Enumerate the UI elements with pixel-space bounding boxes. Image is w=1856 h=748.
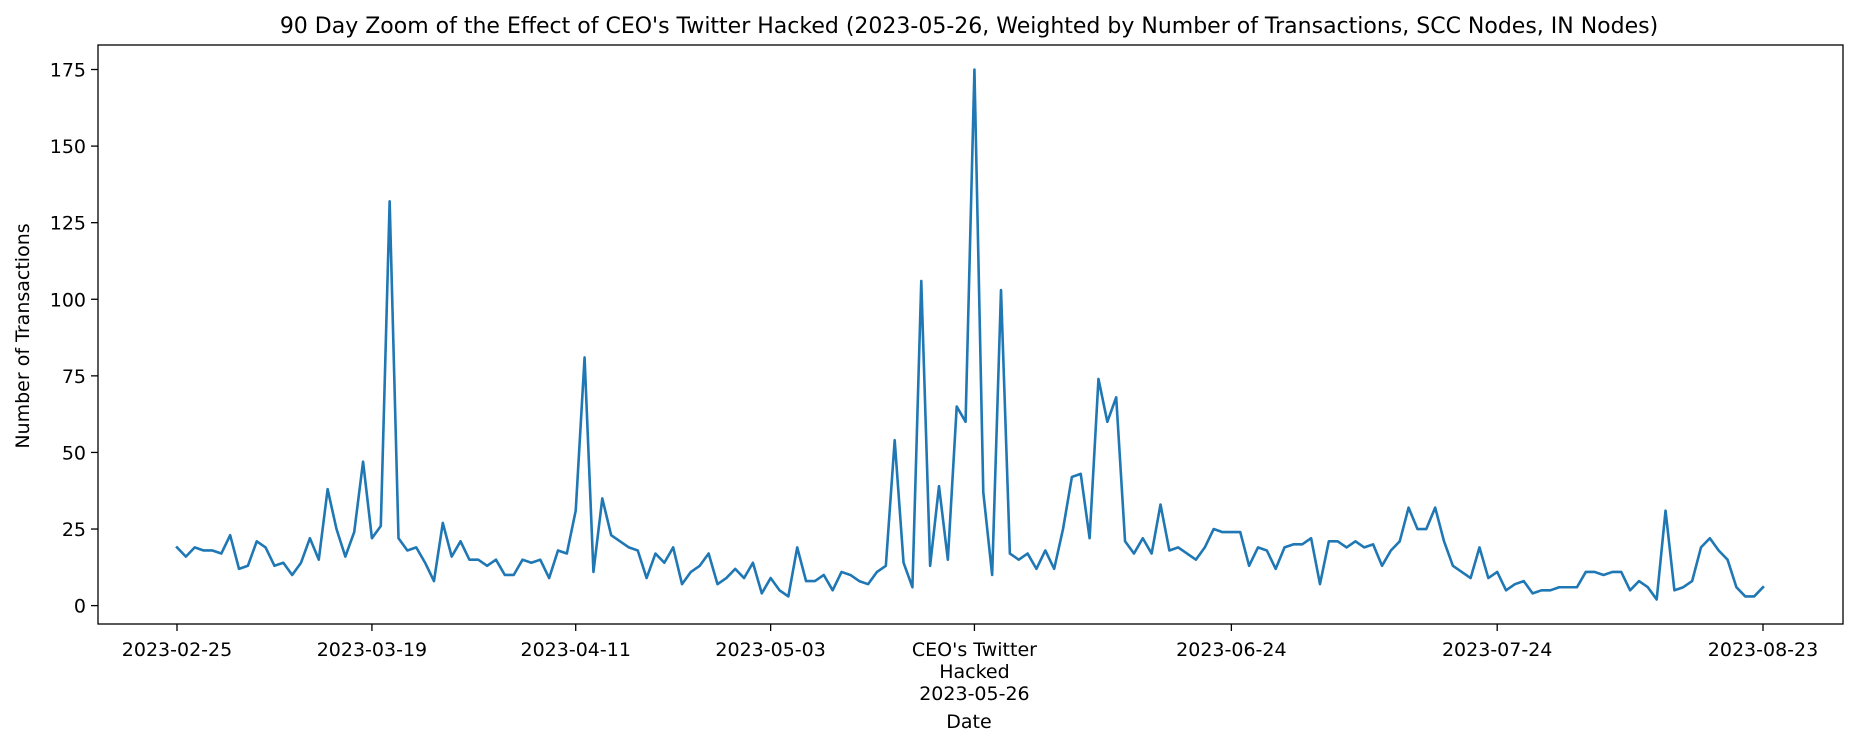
y-tick-label: 0 bbox=[74, 596, 86, 618]
x-tick-label: CEO's Twitter bbox=[912, 639, 1037, 661]
y-tick-label: 25 bbox=[62, 519, 86, 541]
series-line-1 bbox=[175, 68, 1765, 601]
x-tick-label: 2023-06-24 bbox=[1176, 639, 1286, 661]
x-tick-label: 2023-04-11 bbox=[521, 639, 631, 661]
y-tick-label: 125 bbox=[50, 213, 86, 235]
x-tick-label: 2023-05-03 bbox=[715, 639, 825, 661]
y-axis-label: Number of Transactions bbox=[12, 223, 34, 448]
x-axis: 2023-02-25 2023-03-19 2023-04-11 2023-05-03… bbox=[122, 624, 1818, 705]
plot-area bbox=[175, 68, 1765, 601]
y-tick-label: 150 bbox=[50, 136, 86, 158]
y-axis: 0 25 50 75 100 125 150 175 bbox=[50, 60, 98, 618]
y-tick-label: 175 bbox=[50, 60, 86, 82]
x-tick-label: 2023-03-19 bbox=[317, 639, 427, 661]
x-axis-label: Date bbox=[946, 711, 991, 733]
plot-frame bbox=[97, 44, 1844, 625]
x-tick-label: 2023-07-24 bbox=[1442, 639, 1552, 661]
x-tick-label: 2023-08-23 bbox=[1708, 639, 1818, 661]
x-tick-label: 2023-02-25 bbox=[122, 639, 232, 661]
y-tick-label: 50 bbox=[62, 442, 86, 464]
chart-title: 90 Day Zoom of the Effect of CEO's Twitt… bbox=[280, 14, 1658, 39]
y-tick-label: 75 bbox=[62, 366, 86, 388]
y-tick-label: 100 bbox=[50, 289, 86, 311]
x-tick-label: 2023-05-26 bbox=[919, 683, 1029, 705]
x-tick-label: Hacked bbox=[939, 661, 1009, 683]
